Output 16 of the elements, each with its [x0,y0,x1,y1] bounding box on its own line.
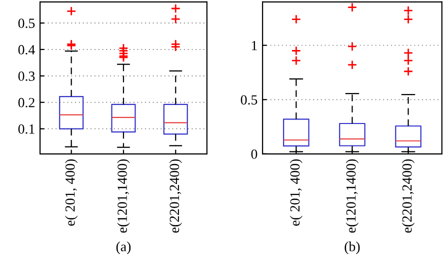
y-tick-label: 1 [252,40,257,50]
y-tick-label: 0.1 [18,124,34,134]
x-tick-label: e(1201,1400) [117,159,130,233]
x-axis-title: (a) [116,242,131,254]
y-tick-label: 0.3 [18,71,35,81]
x-tick-label: e(1201,1400) [346,159,359,233]
y-tick-label: 0.5 [240,95,258,105]
x-axis-title: (b) [344,242,360,254]
x-tick-label: e( 201, 400) [65,159,78,226]
x-tick-label: e(2201,2400) [169,159,182,233]
x-tick-label: e(2201,2400) [402,159,415,233]
x-tick-label: e( 201, 400) [290,159,302,226]
y-tick-label: 0.4 [18,45,35,54]
y-tick-label: 0 [251,149,258,159]
y-tick-label: 0.2 [18,98,34,108]
y-tick-label: 0.5 [18,18,35,28]
